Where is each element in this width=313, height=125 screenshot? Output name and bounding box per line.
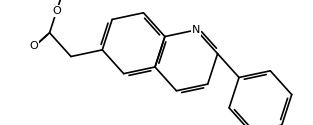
- Text: O: O: [30, 41, 38, 51]
- Text: N: N: [192, 25, 200, 35]
- Text: O: O: [52, 6, 61, 16]
